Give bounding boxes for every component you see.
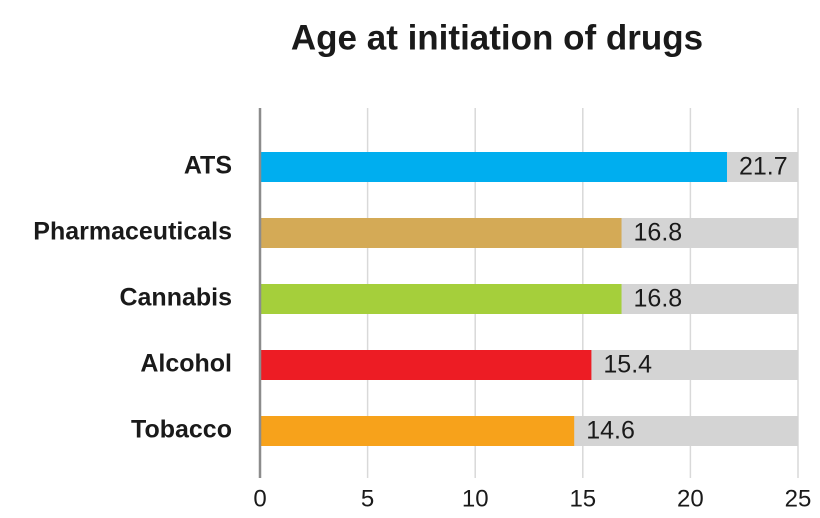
x-tick-label: 20	[677, 485, 704, 512]
bar	[260, 416, 575, 446]
x-tick-label: 5	[361, 485, 374, 512]
y-tick-label: Cannabis	[119, 284, 232, 312]
x-tick-label: 0	[253, 485, 266, 512]
data-label: 15.4	[603, 351, 652, 379]
bar	[260, 152, 727, 182]
data-label: 21.7	[739, 153, 788, 181]
data-label: 16.8	[634, 219, 683, 247]
data-label: 16.8	[634, 285, 683, 313]
y-tick-label: ATS	[184, 152, 232, 180]
y-tick-label: Alcohol	[140, 350, 232, 378]
chart-title: Age at initiation of drugs	[291, 18, 703, 57]
y-tick-label: Tobacco	[131, 416, 232, 444]
y-tick-label: Pharmaceuticals	[33, 218, 232, 246]
x-tick-label: 25	[785, 485, 812, 512]
bar	[260, 218, 622, 248]
x-tick-label: 15	[569, 485, 596, 512]
bar	[260, 350, 592, 380]
x-tick-label: 10	[462, 485, 489, 512]
bar	[260, 284, 622, 314]
data-label: 14.6	[586, 417, 635, 445]
